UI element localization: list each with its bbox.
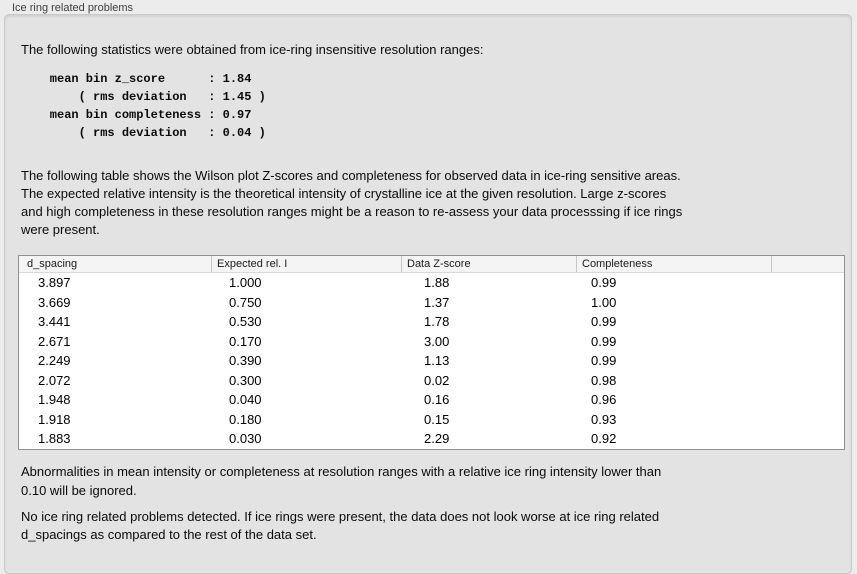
cell-data-z-score: 1.37 xyxy=(424,294,450,310)
cell-data-z-score: 0.02 xyxy=(424,372,450,388)
cell-completeness: 0.93 xyxy=(591,411,617,427)
cell-completeness: 0.99 xyxy=(591,353,617,368)
cell-completeness: 0.98 xyxy=(591,372,617,388)
cell-expected-rel-i: 0.300 xyxy=(229,372,262,388)
cell-data-z-score: 2.29 xyxy=(424,431,450,446)
table-header-row: d_spacing Expected rel. I Data Z-score C… xyxy=(19,256,844,273)
intro-text: The following statistics were obtained f… xyxy=(21,42,484,57)
cell-d-spacing: 3.441 xyxy=(38,314,71,329)
conclusion-text: No ice ring related problems detected. I… xyxy=(21,509,660,542)
cell-filler xyxy=(771,293,844,313)
cell-data-z-score: 1.78 xyxy=(424,314,450,329)
cell-completeness: 0.99 xyxy=(591,275,617,290)
column-header-d-spacing[interactable]: d_spacing xyxy=(27,258,78,270)
table-row[interactable]: 1.883 0.030 2.29 0.92 xyxy=(19,429,844,449)
bin-statistics-text: mean bin z_score : 1.84 ( rms deviation … xyxy=(49,72,266,140)
column-header-completeness[interactable]: Completeness xyxy=(576,256,771,272)
cell-filler xyxy=(771,273,844,293)
table-row[interactable]: 3.897 1.000 1.88 0.99 xyxy=(19,273,844,293)
cell-expected-rel-i: 0.030 xyxy=(229,431,262,446)
cell-data-z-score: 0.15 xyxy=(424,411,450,427)
cell-filler xyxy=(771,390,844,410)
table-row[interactable]: 3.669 0.750 1.37 1.00 xyxy=(19,293,844,313)
cell-filler xyxy=(771,371,844,391)
cell-filler xyxy=(771,429,844,449)
cell-expected-rel-i: 1.000 xyxy=(229,275,262,290)
cell-expected-rel-i: 0.530 xyxy=(229,314,262,329)
cell-expected-rel-i: 0.170 xyxy=(229,333,262,349)
cell-filler xyxy=(771,410,844,430)
table-description-text: The following table shows the Wilson plo… xyxy=(21,168,683,237)
cell-expected-rel-i: 0.040 xyxy=(229,392,262,407)
table-row[interactable]: 2.671 0.170 3.00 0.99 xyxy=(19,332,844,352)
cell-d-spacing: 2.249 xyxy=(38,353,71,368)
cell-filler xyxy=(771,351,844,371)
cell-d-spacing: 1.948 xyxy=(38,392,71,407)
cell-d-spacing: 3.897 xyxy=(38,275,71,290)
cell-expected-rel-i: 0.750 xyxy=(229,294,262,310)
table-row[interactable]: 2.072 0.300 0.02 0.98 xyxy=(19,371,844,391)
cell-data-z-score: 1.88 xyxy=(424,275,450,290)
cell-d-spacing: 1.918 xyxy=(38,411,71,427)
column-header-expected-rel-i[interactable]: Expected rel. I xyxy=(211,256,401,272)
cell-filler xyxy=(771,332,844,352)
table-row[interactable]: 1.918 0.180 0.15 0.93 xyxy=(19,410,844,430)
cell-completeness: 0.99 xyxy=(591,333,617,349)
cell-completeness: 1.00 xyxy=(591,294,617,310)
cell-data-z-score: 3.00 xyxy=(424,333,450,349)
cell-expected-rel-i: 0.390 xyxy=(229,353,262,368)
column-header-filler[interactable] xyxy=(771,256,844,272)
ice-ring-problems-page: { "panel": { "title": "Ice ring related … xyxy=(4,2,852,574)
cell-d-spacing: 3.669 xyxy=(38,294,71,310)
ice-ring-table[interactable]: d_spacing Expected rel. I Data Z-score C… xyxy=(18,255,845,450)
table-row[interactable]: 3.441 0.530 1.78 0.99 xyxy=(19,312,844,332)
cell-data-z-score: 1.13 xyxy=(424,353,450,368)
column-header-data-z-score[interactable]: Data Z-score xyxy=(401,256,576,272)
ignore-note-text: Abnormalities in mean intensity or compl… xyxy=(21,464,662,498)
cell-d-spacing: 2.072 xyxy=(38,372,71,388)
cell-d-spacing: 2.671 xyxy=(38,333,71,349)
ice-ring-panel: The following statistics were obtained f… xyxy=(4,14,852,574)
cell-completeness: 0.99 xyxy=(591,314,617,329)
cell-completeness: 0.96 xyxy=(591,392,617,407)
cell-completeness: 0.92 xyxy=(591,431,617,446)
cell-expected-rel-i: 0.180 xyxy=(229,411,262,427)
cell-data-z-score: 0.16 xyxy=(424,392,450,407)
cell-filler xyxy=(771,312,844,332)
table-row[interactable]: 1.948 0.040 0.16 0.96 xyxy=(19,390,844,410)
cell-d-spacing: 1.883 xyxy=(38,431,71,446)
panel-title: Ice ring related problems xyxy=(12,2,134,14)
table-row[interactable]: 2.249 0.390 1.13 0.99 xyxy=(19,351,844,371)
